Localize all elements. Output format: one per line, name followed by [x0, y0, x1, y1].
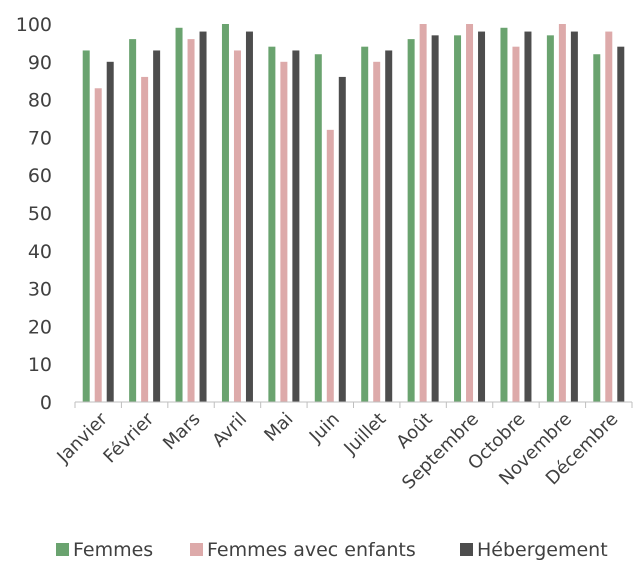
bar: [338, 76, 346, 403]
bar-group: [361, 46, 393, 403]
bar: [141, 76, 149, 403]
y-tick-label: 30: [28, 279, 52, 301]
bar: [373, 61, 381, 403]
y-axis: 0 10 20 30 40 50 60 70 80 90 100: [16, 14, 52, 414]
bar: [570, 31, 578, 403]
bar: [280, 61, 288, 403]
y-tick-label: 40: [28, 241, 52, 263]
x-tick-label: Mars: [159, 409, 204, 454]
bar: [605, 31, 613, 403]
bar: [466, 24, 474, 402]
bar: [292, 50, 300, 403]
bar: [500, 27, 508, 403]
y-tick-label: 10: [28, 354, 52, 376]
x-tick-label: Avril: [208, 409, 251, 452]
bar: [361, 46, 369, 403]
bar: [431, 35, 439, 403]
legend-swatch: [190, 543, 203, 556]
y-tick-label: 20: [28, 316, 52, 338]
y-tick-label: 100: [16, 14, 52, 36]
bars: [82, 24, 625, 403]
bar: [524, 31, 532, 403]
legend: Femmes Femmes avec enfants Hébergement: [56, 539, 608, 561]
bar-group: [454, 24, 486, 403]
y-tick-label: 0: [40, 392, 52, 414]
bar: [326, 129, 334, 402]
bar: [221, 24, 229, 402]
legend-label: Femmes: [73, 539, 153, 561]
legend-label: Hébergement: [477, 539, 608, 561]
bar-group: [221, 24, 253, 403]
legend-label: Femmes avec enfants: [207, 539, 416, 561]
bar-group: [500, 27, 532, 403]
bar: [407, 39, 415, 403]
bar: [593, 54, 601, 403]
bar: [82, 50, 90, 403]
bar: [153, 50, 161, 403]
bar-group: [175, 27, 207, 403]
x-tick-label: Mai: [260, 409, 297, 446]
x-tick-label: Février: [99, 408, 158, 467]
legend-item: Femmes avec enfants: [190, 539, 416, 561]
legend-item: Hébergement: [460, 539, 608, 561]
bar: [175, 27, 183, 403]
bar: [512, 46, 520, 403]
bar: [617, 46, 625, 403]
bar-group: [268, 46, 300, 403]
bar: [314, 54, 322, 403]
bar-group: [593, 31, 625, 403]
bar: [419, 24, 427, 402]
x-tick-label: Janvier: [52, 408, 112, 468]
bar: [129, 39, 137, 403]
bar-group: [546, 24, 578, 403]
y-tick-label: 70: [28, 127, 52, 149]
x-tick-label: Juillet: [339, 409, 390, 460]
bar: [478, 31, 486, 403]
y-tick-label: 50: [28, 203, 52, 225]
y-tick-label: 90: [28, 52, 52, 74]
legend-item: Femmes: [56, 539, 153, 561]
bar: [385, 50, 393, 403]
bar: [106, 61, 114, 403]
bar: [454, 35, 462, 403]
x-tick-label: Juin: [305, 409, 344, 448]
bar: [233, 50, 241, 403]
legend-swatch: [56, 543, 69, 556]
y-tick-label: 80: [28, 90, 52, 112]
legend-swatch: [460, 543, 473, 556]
bar-group: [407, 24, 439, 403]
bar: [199, 31, 207, 403]
bar: [94, 88, 102, 402]
bar: [558, 24, 566, 402]
bar-group: [82, 50, 114, 403]
bar: [187, 39, 195, 403]
y-tick-label: 60: [28, 165, 52, 187]
bar: [245, 31, 253, 403]
bar-group: [129, 39, 161, 403]
bar: [268, 46, 276, 403]
bar: [546, 35, 554, 403]
bar-group: [314, 54, 346, 403]
